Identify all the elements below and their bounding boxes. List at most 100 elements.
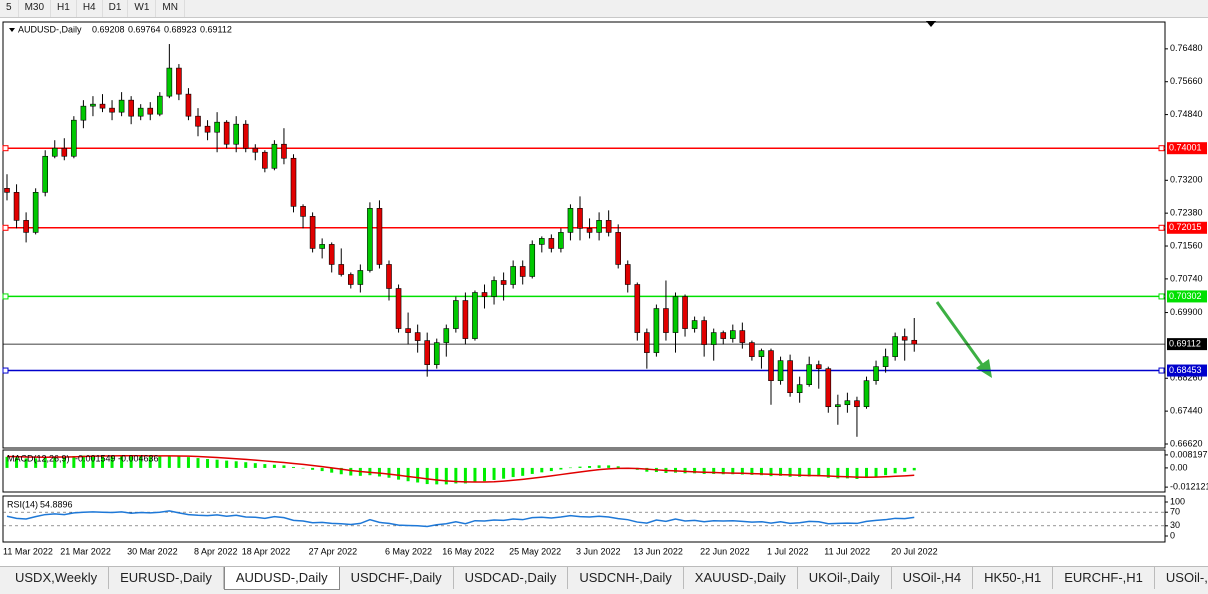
candle-body [271, 143, 278, 169]
macd-bar [397, 467, 401, 480]
chart-tab[interactable]: UKOil-,Daily [798, 567, 892, 589]
timeframe-button[interactable]: MN [156, 0, 185, 17]
chart-tab[interactable]: USDCNH-,Daily [568, 567, 684, 589]
candle-body [214, 121, 220, 133]
macd-bar [712, 467, 716, 474]
macd-bar [416, 467, 420, 483]
candle-body [472, 292, 478, 339]
candle-body [443, 328, 450, 343]
macd-bar [272, 464, 276, 468]
macd-bar [874, 467, 878, 477]
candle-body [109, 107, 115, 113]
timeframe-button[interactable]: M30 [19, 0, 52, 17]
macd-bar [186, 457, 190, 468]
chart-tab[interactable]: USOil-,H4 [1155, 567, 1208, 589]
x-tick-label: 27 Apr 2022 [309, 546, 358, 556]
macd-bar [62, 456, 66, 468]
macd-bar [139, 456, 143, 468]
macd-title: MACD(12,26,9) [7, 453, 70, 463]
candle-body [13, 192, 20, 221]
macd-bar [607, 465, 611, 468]
candle-body [386, 264, 392, 289]
candle-body [768, 350, 774, 381]
candle-body [901, 336, 908, 341]
x-tick-label: 18 Apr 2022 [242, 546, 291, 556]
level-label-box [1167, 290, 1207, 303]
chart-tab[interactable]: XAUUSD-,Daily [684, 567, 798, 589]
level-label: 0.72015 [1169, 222, 1202, 232]
chart-tab[interactable]: USOil-,H4 [892, 567, 974, 589]
level-handle [2, 293, 9, 300]
last-close: 0.69112 [200, 24, 232, 34]
last-high: 0.69764 [128, 24, 161, 34]
candle-body [262, 151, 268, 169]
macd-bar [368, 467, 372, 476]
chart-tab[interactable]: AUDUSD-,Daily [223, 567, 340, 590]
candle-body [701, 320, 707, 345]
chart-tab[interactable]: EURCHF-,H1 [1053, 567, 1155, 589]
current-price-label: 0.69112 [1169, 338, 1201, 348]
x-tick-label: 1 Jul 2022 [767, 546, 809, 556]
arrow-annotation [935, 301, 992, 378]
candle-body [605, 220, 612, 233]
macd-bar [473, 467, 477, 483]
macd-bar [377, 467, 381, 477]
y-tick-label: 70 [1170, 507, 1180, 517]
x-tick-label: 16 May 2022 [442, 546, 494, 556]
candle-body [23, 220, 29, 233]
timeframe-button[interactable]: D1 [103, 0, 129, 17]
candle-body [691, 320, 698, 329]
chart-tab[interactable]: USDCHF-,Daily [340, 567, 454, 589]
candle-body [99, 103, 106, 109]
y-tick-label: -0.012121 [1170, 481, 1208, 491]
candle-body [882, 356, 889, 367]
y-tick-label: 0.66620 [1170, 438, 1203, 448]
candle-body [624, 264, 631, 285]
rsi-value: 54.8896 [40, 499, 73, 509]
macd-bar [597, 465, 601, 468]
macd-bar [912, 467, 916, 471]
timeframe-button[interactable]: W1 [128, 0, 157, 17]
candle-body [586, 228, 593, 233]
macd-bar [24, 458, 28, 468]
macd-bar [568, 467, 572, 469]
chart-tab[interactable]: USDX,Weekly [4, 567, 110, 589]
candle-body [32, 192, 39, 233]
timeframe-button[interactable]: H4 [77, 0, 103, 17]
candle-body [233, 123, 239, 145]
macd-bar [253, 463, 257, 468]
menu-marker [9, 28, 15, 32]
chart-tab[interactable]: EURUSD-,Daily [109, 567, 224, 589]
timeframe-button[interactable]: 5 [0, 0, 19, 17]
macd-bar [750, 467, 754, 475]
x-tick-label: 25 May 2022 [509, 546, 561, 556]
macd-bar [588, 466, 592, 468]
level-label: 0.74001 [1169, 143, 1202, 153]
y-tick-label: 0.67440 [1170, 406, 1203, 416]
timeframe-button[interactable]: H1 [51, 0, 77, 17]
macd-bar [311, 467, 315, 470]
x-tick-label: 3 Jun 2022 [576, 546, 621, 556]
level-label-box [1167, 364, 1207, 377]
macd-bar [511, 467, 515, 478]
candle-body [739, 330, 746, 343]
macd-bar [798, 467, 802, 477]
candle-body [863, 380, 870, 408]
candle-body [854, 400, 860, 408]
candle-body [835, 404, 841, 408]
candle-body [644, 332, 650, 353]
macd-bar [53, 456, 57, 468]
chart-tab[interactable]: USDCAD-,Daily [454, 567, 569, 589]
macd-bar [43, 457, 47, 468]
macd-bar [129, 455, 133, 468]
y-tick-label: 0.74840 [1170, 109, 1203, 119]
y-tick-label: 0.00 [1170, 462, 1188, 472]
chart-tab[interactable]: HK50-,H1 [973, 567, 1054, 589]
candle-body [558, 232, 564, 249]
macd-bar [244, 462, 248, 468]
macd-bar [549, 467, 553, 472]
rsi-line [6, 510, 915, 528]
candle-body [462, 300, 469, 339]
candle-body [567, 208, 574, 233]
candle-body [242, 123, 249, 149]
